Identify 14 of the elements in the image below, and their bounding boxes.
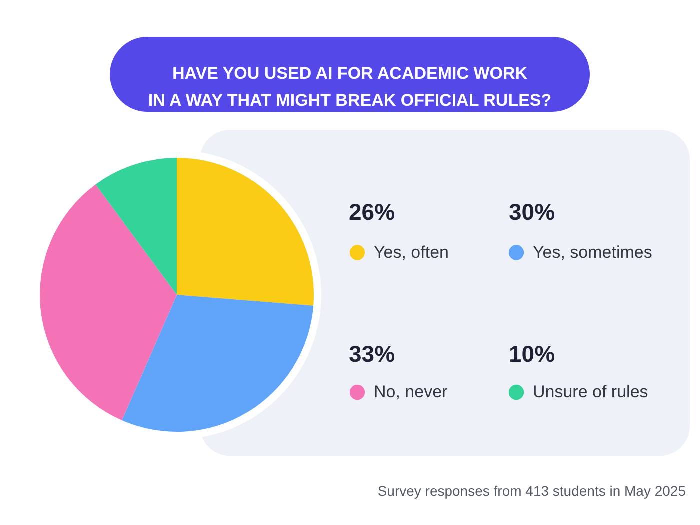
legend-label: Yes, often — [374, 242, 449, 262]
pie-slice — [122, 295, 314, 432]
pie-slice — [96, 158, 177, 295]
text: Survey responses from 413 students in May 2025 — [378, 483, 686, 499]
data-label: 10% — [509, 341, 556, 367]
pie-slice — [40, 184, 177, 421]
chart-title: HAVE YOU USED AI FOR ACADEMIC WORK IN A WAY THAT MIGHT BREAK OFFICIAL RULES? — [148, 64, 552, 110]
pie-slice — [177, 158, 314, 306]
legend-label: No, never — [374, 382, 448, 402]
data-label: 30% — [509, 199, 556, 225]
legend-label: Yes, sometimes — [533, 242, 652, 262]
data-label: 33% — [349, 341, 396, 367]
data-label: 26% — [349, 199, 396, 225]
legend-label: Unsure of rules — [533, 382, 648, 402]
